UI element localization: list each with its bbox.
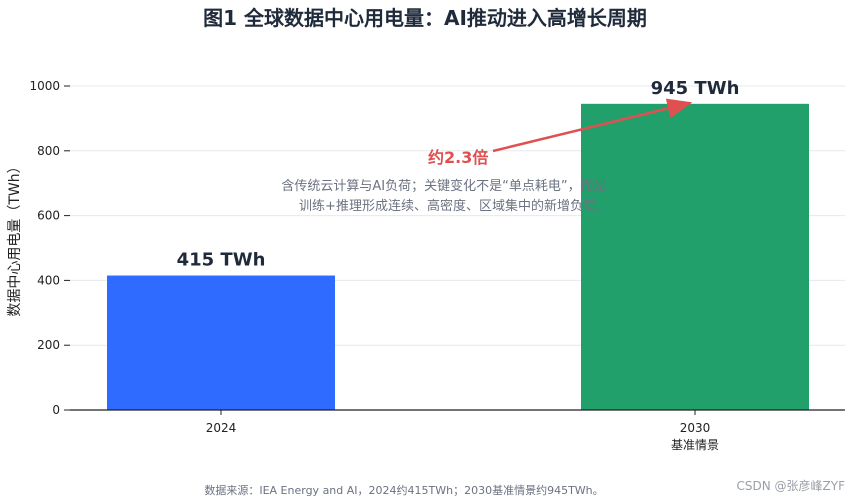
y-tick-label: 400 [37, 273, 60, 287]
bar-2030 [581, 103, 809, 410]
watermark: CSDN @张彦峰ZYF [737, 478, 846, 493]
growth-arrow [492, 98, 693, 153]
y-tick-labels: 0 200 400 600 800 1000 [29, 79, 70, 417]
bars [107, 103, 809, 410]
y-tick-label: 800 [37, 144, 60, 158]
y-tick-label: 200 [37, 338, 60, 352]
annotation-note-line-2: 训练+推理形成连续、高密度、区域集中的新增负荷。 [299, 198, 609, 214]
chart-title: 图1 全球数据中心用电量：AI推动进入高增长周期 [203, 6, 647, 30]
y-tick-label: 1000 [29, 79, 60, 93]
x-tick-label: 2030 [680, 421, 711, 435]
data-labels: 415 TWh 945 TWh [177, 78, 740, 271]
bar-2024 [107, 275, 335, 410]
data-label: 945 TWh [651, 78, 740, 99]
y-tick-label: 600 [37, 209, 60, 223]
x-tick-label: 2024 [206, 421, 237, 435]
y-axis-label: 数据中心用电量（TWh） [7, 159, 23, 316]
x-tick-labels: 2024 2030 基准情景 [206, 410, 719, 452]
data-source-note: 数据来源：IEA Energy and AI，2024约415TWh；2030基… [204, 483, 603, 497]
x-tick-sublabel: 基准情景 [671, 438, 719, 452]
data-label: 415 TWh [177, 250, 266, 271]
y-tick-label: 0 [52, 403, 60, 417]
growth-ratio-label: 约2.3倍 [428, 148, 488, 167]
annotation-note-line-1: 含传统云计算与AI负荷；关键变化不是“单点耗电”，而是 [281, 178, 606, 194]
